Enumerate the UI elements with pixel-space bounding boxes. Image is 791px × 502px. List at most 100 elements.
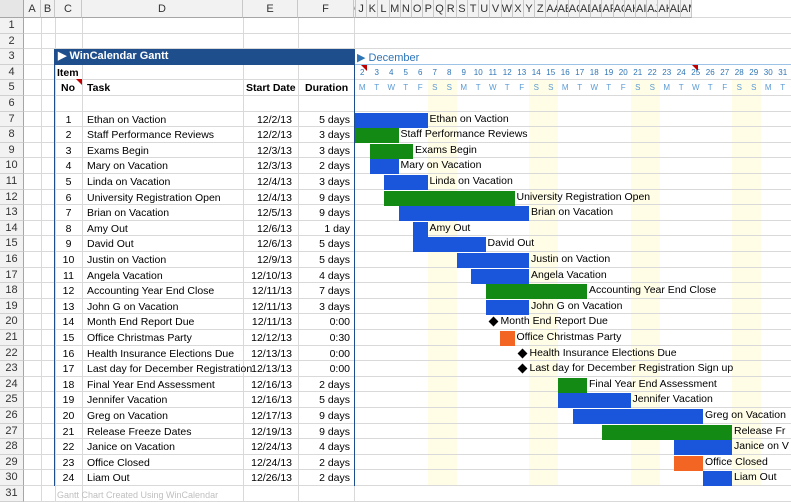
- row-header[interactable]: 31: [0, 486, 24, 502]
- column-header[interactable]: Y: [524, 0, 536, 18]
- task-duration: 2 days: [319, 160, 350, 173]
- column-header[interactable]: R: [445, 0, 457, 18]
- gantt-bar[interactable]: [558, 377, 587, 393]
- row-header[interactable]: 7: [0, 111, 24, 128]
- column-header[interactable]: AC: [568, 0, 580, 18]
- row-header[interactable]: 22: [0, 345, 24, 362]
- gantt-bar[interactable]: [485, 299, 529, 315]
- row-header[interactable]: 26: [0, 408, 24, 424]
- row-header[interactable]: 5: [0, 80, 24, 96]
- row-header[interactable]: 2: [0, 33, 24, 50]
- column-header[interactable]: AE: [591, 0, 603, 18]
- gantt-bar[interactable]: [601, 424, 732, 440]
- row-header[interactable]: 11: [0, 174, 24, 190]
- column-header[interactable]: AD: [580, 0, 592, 18]
- row-header[interactable]: 30: [0, 470, 24, 486]
- column-header[interactable]: J: [356, 0, 368, 18]
- row-header[interactable]: 29: [0, 454, 24, 471]
- row-header[interactable]: 25: [0, 392, 24, 408]
- column-header[interactable]: AK: [658, 0, 670, 18]
- column-header[interactable]: P: [423, 0, 435, 18]
- column-header[interactable]: W: [501, 0, 513, 18]
- column-header[interactable]: AH: [624, 0, 636, 18]
- day-number: 27: [720, 67, 730, 77]
- column-header[interactable]: AG: [613, 0, 625, 18]
- row-header[interactable]: 12: [0, 189, 24, 206]
- column-header[interactable]: E: [243, 0, 298, 18]
- column-header[interactable]: AE: [557, 0, 569, 18]
- row-header[interactable]: 24: [0, 376, 24, 393]
- row-header[interactable]: 17: [0, 267, 24, 284]
- row-header[interactable]: 15: [0, 236, 24, 252]
- row-header[interactable]: 23: [0, 361, 24, 377]
- row-header[interactable]: 9: [0, 142, 24, 159]
- column-header[interactable]: AM: [680, 0, 692, 18]
- gantt-bar[interactable]: [485, 284, 587, 300]
- column-header[interactable]: C: [55, 0, 82, 18]
- column-header[interactable]: F: [298, 0, 354, 18]
- row-header[interactable]: 3: [0, 49, 24, 65]
- row-header[interactable]: 28: [0, 439, 24, 455]
- gantt-bar[interactable]: [471, 268, 529, 284]
- column-header[interactable]: G: [354, 0, 356, 18]
- column-header[interactable]: U: [479, 0, 491, 18]
- column-header[interactable]: M: [389, 0, 401, 18]
- row-header[interactable]: 8: [0, 127, 24, 143]
- row-header[interactable]: 21: [0, 330, 24, 346]
- row-header[interactable]: 27: [0, 423, 24, 440]
- gantt-bar[interactable]: [398, 206, 529, 222]
- row-header[interactable]: 20: [0, 314, 24, 330]
- select-all-corner[interactable]: [0, 0, 24, 18]
- gantt-bar[interactable]: [703, 471, 732, 487]
- row-header[interactable]: 4: [0, 64, 24, 81]
- column-header[interactable]: A: [24, 0, 41, 18]
- gantt-bar[interactable]: [558, 393, 631, 409]
- row-header[interactable]: 19: [0, 298, 24, 315]
- column-header[interactable]: X: [512, 0, 524, 18]
- gantt-bar[interactable]: [369, 143, 413, 159]
- column-header[interactable]: K: [367, 0, 379, 18]
- day-number: 5: [403, 67, 408, 77]
- column-header[interactable]: L: [378, 0, 390, 18]
- column-header[interactable]: N: [400, 0, 412, 18]
- column-header[interactable]: Z: [535, 0, 547, 18]
- column-header[interactable]: B: [41, 0, 55, 18]
- gantt-bar[interactable]: [369, 159, 399, 175]
- column-header[interactable]: V: [490, 0, 502, 18]
- task-number: 18: [62, 378, 75, 391]
- gantt-bar[interactable]: [355, 128, 399, 144]
- row-header[interactable]: 1: [0, 18, 24, 34]
- column-header[interactable]: D: [82, 0, 243, 18]
- weekend-shade: [732, 80, 747, 486]
- gantt-bar[interactable]: [674, 440, 732, 456]
- gantt-bar[interactable]: [456, 253, 529, 268]
- row-header[interactable]: 18: [0, 283, 24, 299]
- column-header[interactable]: AI: [636, 0, 648, 18]
- row-header[interactable]: 16: [0, 252, 24, 268]
- gantt-bar[interactable]: [674, 455, 703, 471]
- gantt-bar[interactable]: [413, 221, 428, 237]
- task-start-date: 12/24/13: [251, 441, 292, 454]
- column-header[interactable]: S: [456, 0, 468, 18]
- gantt-bar[interactable]: [355, 112, 428, 128]
- column-header[interactable]: T: [468, 0, 480, 18]
- gantt-bar[interactable]: [572, 409, 703, 424]
- column-header[interactable]: AA: [546, 0, 558, 18]
- column-header[interactable]: AF: [602, 0, 614, 18]
- gantt-bar[interactable]: [500, 331, 515, 346]
- gantt-bar[interactable]: [384, 190, 515, 206]
- gantt-bar[interactable]: [384, 175, 428, 190]
- row-header[interactable]: 13: [0, 205, 24, 221]
- gantt-bar[interactable]: [413, 237, 486, 253]
- column-header[interactable]: O: [412, 0, 424, 18]
- day-letter: W: [590, 83, 599, 93]
- row-header[interactable]: 10: [0, 158, 24, 174]
- row-header[interactable]: 14: [0, 220, 24, 237]
- row-header[interactable]: 6: [0, 96, 24, 112]
- column-header[interactable]: AJ: [647, 0, 659, 18]
- column-header[interactable]: AL: [669, 0, 681, 18]
- col-gridline: [41, 18, 42, 502]
- day-letter: F: [722, 83, 728, 93]
- column-header[interactable]: Q: [434, 0, 446, 18]
